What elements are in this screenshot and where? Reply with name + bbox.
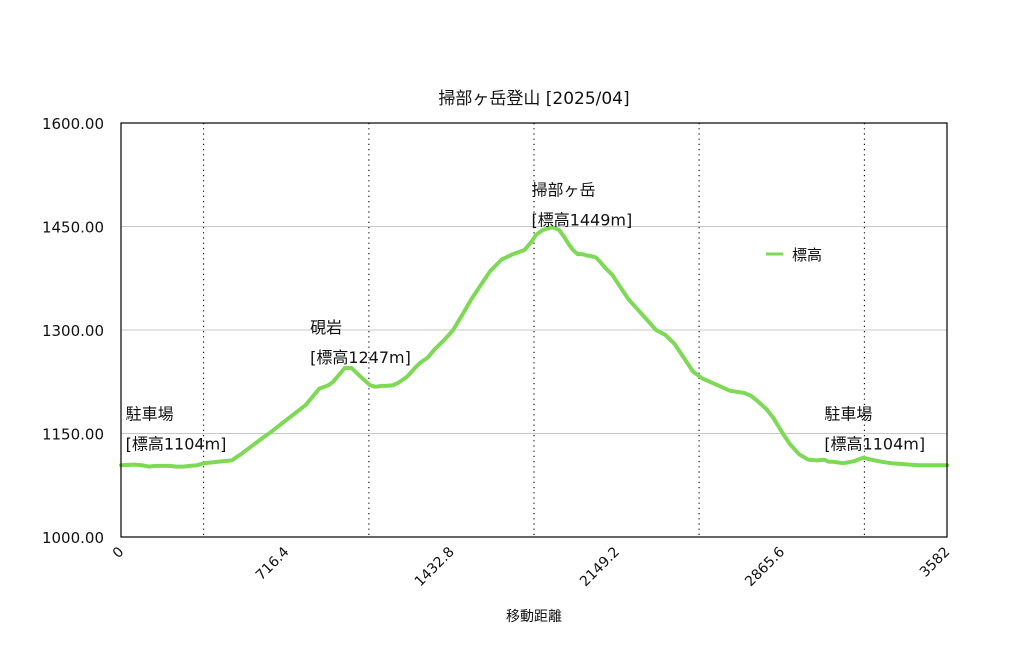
x-tick-group: 1432.8 [412,544,458,590]
y-tick-label: 1150.00 [42,426,104,444]
y-tick-label: 1000.00 [42,529,104,547]
annotation-label: 掃部ヶ岳 [531,180,595,199]
x-tick-label: 3582 [917,544,954,581]
annotation: 駐車場 [標高1104m] [126,405,227,454]
x-tick-group: 716.4 [253,544,293,584]
y-tick-label: 1600.00 [42,115,104,133]
x-tick-label: 1432.8 [412,544,458,590]
plot-layer [119,225,949,469]
grid-layer [121,226,947,434]
x-tick-label: 2149.2 [577,544,623,590]
x-tick-label: 2865.6 [742,544,788,590]
y-tick-layer: 1000.00 1150.00 1300.00 1450.00 1600.00 [42,115,104,547]
x-tick-group: 2149.2 [577,544,623,590]
annotation-label: 駐車場 [824,405,872,424]
x-tick-group: 2865.6 [742,544,788,590]
legend-label: 標高 [792,246,822,264]
x-tick-layer: 0 716.4 1432.8 2149.2 2865.6 3582 [110,544,954,590]
annotation-layer: 駐車場 [標高1104m] 硯岩 [標高1247m] 掃部ヶ岳 [標高1449m] 駐車場 [… [126,180,926,453]
x-tick-label: 0 [110,544,128,562]
x-tick-group: 3582 [917,544,954,581]
legend: 標高 [766,246,822,264]
elevation-series-line [119,225,949,469]
annotation-label: 硯岩 [310,318,342,337]
annotation: 硯岩 [標高1247m] [310,318,411,367]
x-axis-label: 移動距離 [506,608,562,625]
annotation: 掃部ヶ岳 [標高1449m] [531,180,632,229]
annotation-label: [標高1247m] [310,348,411,367]
annotation-label: [標高1104m] [824,435,925,454]
x-tick-label: 716.4 [253,544,293,584]
x-tick-group: 0 [110,544,128,562]
annotation-label: 駐車場 [126,405,174,424]
y-tick-label: 1450.00 [42,219,104,237]
plot-frame [120,122,948,538]
annotation: 駐車場 [標高1104m] [824,405,925,454]
annotation-label: [標高1449m] [531,210,632,229]
y-tick-label: 1300.00 [42,322,104,340]
annotation-label: [標高1104m] [126,435,227,454]
chart-title: 掃部ヶ岳登山 [2025/04] [438,89,629,109]
